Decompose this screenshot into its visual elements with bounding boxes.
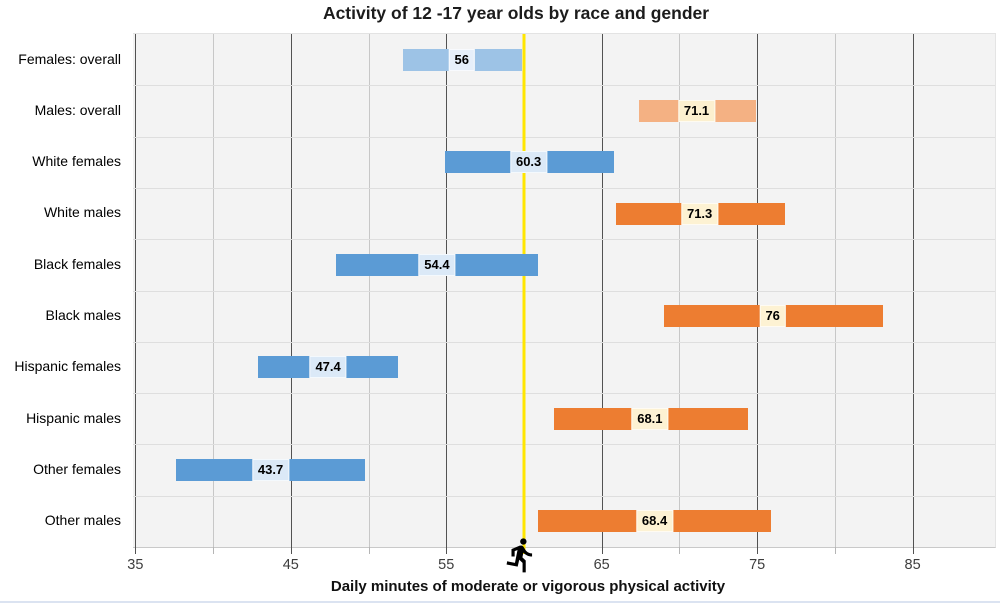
category-label: Males: overall <box>34 101 121 118</box>
value-chip: 43.7 <box>251 459 290 482</box>
y-axis-labels: Females: overall Males: overall White fema… <box>0 33 121 546</box>
runner-icon <box>506 538 533 573</box>
reference-line <box>522 34 526 554</box>
category-label: White males <box>43 204 121 221</box>
category-label: Hispanic females <box>14 358 121 375</box>
x-tick-label: 75 <box>749 557 766 573</box>
axis-tick-major <box>601 547 603 554</box>
category-label: Black males <box>45 307 121 324</box>
plot-area: 56 71.1 60.3 71.3 54.4 76 47.4 68.1 43.7 68.4 <box>133 33 996 573</box>
chart-title: Activity of 12 -17 year olds by race and… <box>322 3 710 23</box>
axis-tick-major <box>290 547 292 554</box>
x-tick-label: 55 <box>438 557 455 573</box>
x-tick-label: 35 <box>127 557 144 573</box>
value-chip: 47.4 <box>309 356 347 379</box>
x-tick-label: 65 <box>593 557 610 573</box>
axis-tick-major <box>912 547 914 554</box>
value-chip: 56 <box>448 48 476 71</box>
row-separator <box>133 290 995 292</box>
category-label: Black females <box>33 255 121 272</box>
value-chip: 60.3 <box>509 151 548 174</box>
row-separator <box>133 341 995 343</box>
value-chip: 54.4 <box>418 253 456 276</box>
value-chip: 71.1 <box>677 99 716 122</box>
category-label: Other females <box>33 460 121 477</box>
row-separator <box>133 495 995 497</box>
axis-tick-minor <box>679 547 681 554</box>
x-axis-labels: 35 45 55 65 75 85 <box>127 551 995 575</box>
category-label: Other males <box>44 512 121 529</box>
row-separator <box>133 444 995 446</box>
axis-tick-minor <box>834 547 836 554</box>
value-chip: 68.1 <box>631 407 669 430</box>
x-tick-label: 45 <box>282 557 299 573</box>
x-tick-label: 85 <box>904 557 921 573</box>
axis-tick-minor <box>368 547 370 554</box>
row-separator <box>133 393 995 395</box>
category-label: Hispanic males <box>26 409 121 426</box>
axis-tick-minor <box>213 547 215 554</box>
category-label: Females: overall <box>18 50 121 67</box>
row-separator <box>133 239 995 241</box>
x-axis-title: Daily minutes of moderate or vigorous ph… <box>330 578 726 595</box>
bottom-divider <box>0 601 1000 603</box>
value-chip: 68.4 <box>635 510 674 533</box>
value-chip: 76 <box>759 305 786 328</box>
row-separator <box>133 136 995 138</box>
axis-tick-major <box>446 547 448 554</box>
value-chip: 71.3 <box>680 202 719 225</box>
row-separator <box>133 187 995 189</box>
axis-tick-major <box>757 547 759 554</box>
row-separator <box>133 85 995 87</box>
axis-tick-major <box>135 547 137 554</box>
category-label: White females <box>32 153 121 170</box>
